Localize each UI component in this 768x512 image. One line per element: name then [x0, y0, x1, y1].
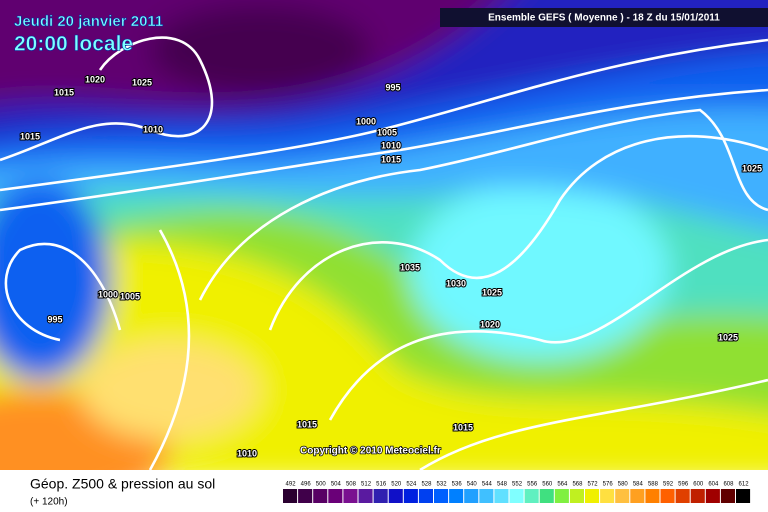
isobar-label: 1015: [453, 422, 473, 432]
scale-label: 588: [648, 482, 659, 488]
color-scale: 492 496 500 504 508 512 516 520 524 528 532 536 540 5…: [283, 482, 751, 503]
isobar-labels: 1020 102510151015101099510001005101010151…: [19, 73, 763, 459]
scale-label: 544: [482, 482, 493, 488]
isobar-label: 1035: [400, 262, 420, 272]
time: 20:00 locale: [14, 33, 133, 56]
scale-swatch: [418, 489, 433, 503]
footer-title: Géop. Z500 & pression au sol: [30, 476, 215, 492]
scale-label: 528: [421, 482, 432, 488]
scale-swatch: [554, 489, 569, 503]
scale-label: 540: [467, 482, 478, 488]
isobar-label: 1020: [85, 74, 105, 84]
scale-swatch: [600, 489, 615, 503]
isobar-label: 1020: [480, 319, 500, 329]
scale-swatch: [373, 489, 388, 503]
isobar-label: 1015: [297, 419, 317, 429]
scale-swatch: [449, 489, 464, 503]
isobar-label: 1010: [237, 448, 257, 458]
scale-swatch: [690, 489, 705, 503]
scale-label: 504: [331, 482, 342, 488]
scale-label: 584: [633, 482, 644, 488]
scale-label: 576: [603, 482, 614, 488]
scale-swatch: [509, 489, 524, 503]
scale-label: 496: [301, 482, 312, 488]
scale-label: 532: [437, 482, 448, 488]
scale-swatch: [479, 489, 494, 503]
isobars: [0, 36, 768, 472]
isobar-label: 1010: [381, 140, 401, 150]
isobar-label: 1030: [446, 278, 466, 288]
date: Jeudi 20 janvier 2011: [14, 13, 163, 30]
scale-label: 512: [361, 482, 372, 488]
scale-swatch: [494, 489, 509, 503]
scale-label: 608: [723, 482, 734, 488]
isobar-label: 1005: [120, 291, 140, 301]
scale-swatch: [313, 489, 328, 503]
scale-swatch: [705, 489, 720, 503]
scale-label: 520: [391, 482, 402, 488]
scale-label: 500: [316, 482, 327, 488]
isobar-label: 1025: [742, 163, 762, 173]
scale-swatch: [298, 489, 313, 503]
scale-swatch: [736, 489, 751, 503]
model-info: Ensemble GEFS ( Moyenne ) - 18 Z du 15/0…: [488, 13, 720, 24]
scale-label: 596: [678, 482, 689, 488]
scale-label: 612: [739, 482, 750, 488]
scale-swatch: [283, 489, 298, 503]
scale-label: 600: [693, 482, 704, 488]
scale-swatch: [675, 489, 690, 503]
scale-swatch: [720, 489, 735, 503]
scale-swatch: [328, 489, 343, 503]
isobar-label: 1015: [381, 154, 401, 164]
copyright: Copyright © 2010 Meteociel.fr: [300, 446, 441, 457]
scale-label: 580: [618, 482, 629, 488]
isobar-label: 995: [385, 82, 400, 92]
scale-label: 572: [588, 482, 599, 488]
isobar-label: 1025: [132, 77, 152, 87]
scale-swatch: [539, 489, 554, 503]
scale-swatch: [615, 489, 630, 503]
scale-label: 508: [346, 482, 357, 488]
scale-label: 524: [406, 482, 417, 488]
scale-label: 516: [376, 482, 387, 488]
scale-swatch: [464, 489, 479, 503]
scale-label: 556: [527, 482, 538, 488]
scale-swatch: [524, 489, 539, 503]
scale-swatch: [403, 489, 418, 503]
scale-label: 492: [286, 482, 297, 488]
scale-label: 536: [452, 482, 463, 488]
scale-swatch: [358, 489, 373, 503]
isobar-label: 1010: [143, 124, 163, 134]
scale-label: 564: [557, 482, 568, 488]
scale-swatch: [434, 489, 449, 503]
lead-time: (+ 120h): [30, 497, 68, 508]
isobar-label: 1000: [98, 289, 118, 299]
scale-label: 552: [512, 482, 523, 488]
isobar-label: 1015: [54, 87, 74, 97]
isobar-label: 1025: [718, 332, 738, 342]
isobar-label: 1000: [356, 116, 376, 126]
scale-label: 568: [572, 482, 583, 488]
scale-label: 548: [497, 482, 508, 488]
scale-label: 604: [708, 482, 719, 488]
scale-label: 592: [663, 482, 674, 488]
scale-swatch: [630, 489, 645, 503]
scale-swatch: [343, 489, 358, 503]
isobar-label: 1005: [377, 127, 397, 137]
scale-swatch: [569, 489, 584, 503]
isobar-label: 995: [47, 314, 62, 324]
header-box: [440, 8, 768, 27]
scale-swatch: [660, 489, 675, 503]
scale-label: 560: [542, 482, 553, 488]
scale-swatch: [585, 489, 600, 503]
isobar-label: 1015: [20, 131, 40, 141]
scale-swatch: [388, 489, 403, 503]
isobar-label: 1025: [482, 287, 502, 297]
scale-swatch: [645, 489, 660, 503]
